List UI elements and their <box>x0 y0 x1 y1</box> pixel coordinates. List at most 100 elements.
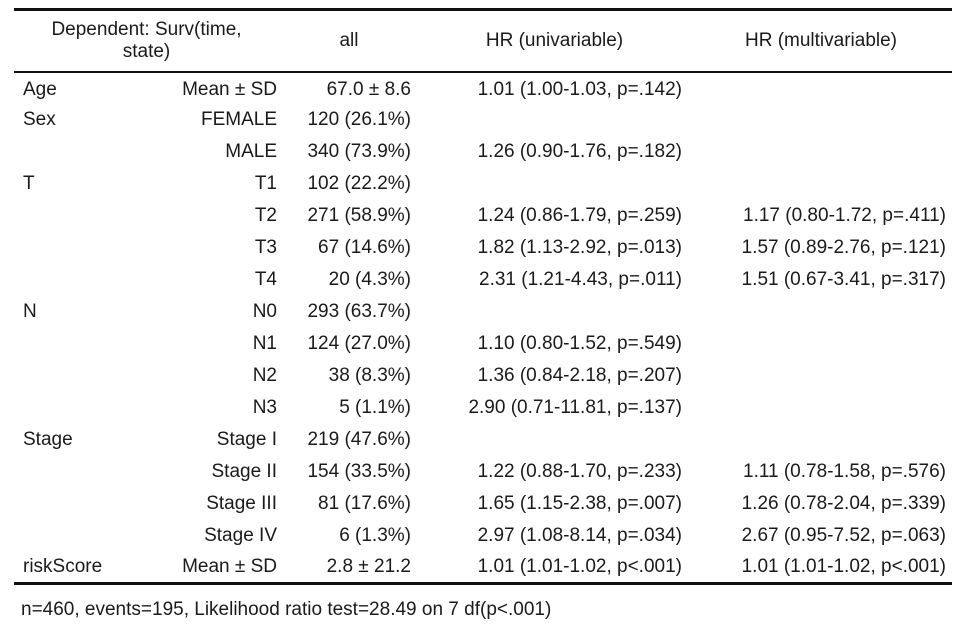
variable-cell: Sex <box>23 108 56 130</box>
variable-cell <box>14 520 115 552</box>
all-cell: 293 (63.7%) <box>307 300 411 322</box>
table-row: Stage II 154 (33.5%) 1.22 (0.88-1.70, p=… <box>14 456 952 488</box>
hr-univariable-header: HR (univariable) <box>485 29 624 51</box>
all-cell: 124 (27.0%) <box>307 332 411 354</box>
level-cell: T3 <box>254 236 277 258</box>
all-cell: 81 (17.6%) <box>318 492 411 514</box>
all-cell: 271 (58.9%) <box>307 204 411 226</box>
all-cell: 2.8 ± 21.2 <box>326 555 411 577</box>
hr-univariable-cell: 1.10 (0.80-1.52, p=.549) <box>477 332 682 354</box>
variable-cell <box>14 328 115 360</box>
table-row: Stage III 81 (17.6%) 1.65 (1.15-2.38, p=… <box>14 488 952 520</box>
table-row: N N0 293 (63.7%) <box>14 296 952 328</box>
hr-multivariable-header: HR (multivariable) <box>744 29 898 51</box>
level-cell: Mean ± SD <box>182 555 277 577</box>
hr-multivariable-cell: 1.51 (0.67-3.41, p=.317) <box>741 268 946 290</box>
hr-univariable-cell <box>419 296 690 328</box>
hr-univariable-cell <box>419 168 690 200</box>
dependent-header-line1: Dependent: Surv(time, <box>51 18 242 40</box>
hazard-ratio-table: Dependent: Surv(time, state) all HR (uni… <box>14 8 952 585</box>
table-row: Sex FEMALE 120 (26.1%) <box>14 104 952 136</box>
table-row: T2 271 (58.9%) 1.24 (0.86-1.79, p=.259) … <box>14 200 952 232</box>
level-cell: Stage III <box>206 492 277 514</box>
variable-cell: T <box>23 172 35 194</box>
level-cell: N3 <box>252 396 277 418</box>
level-cell: N2 <box>252 364 277 386</box>
hr-univariable-cell: 2.90 (0.71-11.81, p=.137) <box>468 396 682 418</box>
all-cell: 219 (47.6%) <box>307 428 411 450</box>
hr-multivariable-cell <box>690 72 952 104</box>
table-row: Age Mean ± SD 67.0 ± 8.6 1.01 (1.00-1.03… <box>14 72 952 104</box>
level-cell: FEMALE <box>200 108 277 130</box>
hr-multivariable-cell <box>690 328 952 360</box>
all-column-header: all <box>339 29 359 51</box>
hr-multivariable-cell <box>690 424 952 456</box>
level-cell: Mean ± SD <box>182 79 277 100</box>
table-row: Stage IV 6 (1.3%) 2.97 (1.08-8.14, p=.03… <box>14 520 952 552</box>
hr-multivariable-cell: 1.11 (0.78-1.58, p=.576) <box>743 460 946 482</box>
variable-cell <box>14 488 115 520</box>
hr-multivariable-cell: 2.67 (0.95-7.52, p=.063) <box>741 524 946 546</box>
all-cell: 20 (4.3%) <box>328 268 411 290</box>
variable-cell <box>14 392 115 424</box>
hr-univariable-cell: 1.01 (1.00-1.03, p=.142) <box>477 79 682 100</box>
level-cell: MALE <box>225 140 277 162</box>
hr-univariable-cell: 1.24 (0.86-1.79, p=.259) <box>477 204 682 226</box>
variable-cell <box>14 456 115 488</box>
all-cell: 67 (14.6%) <box>318 236 411 258</box>
table-row: N2 38 (8.3%) 1.36 (0.84-2.18, p=.207) <box>14 360 952 392</box>
variable-cell <box>14 264 115 296</box>
all-cell: 102 (22.2%) <box>307 172 411 194</box>
variable-cell: Age <box>23 79 57 100</box>
variable-cell <box>14 200 115 232</box>
hr-univariable-cell: 1.82 (1.13-2.92, p=.013) <box>477 236 682 258</box>
all-cell: 340 (73.9%) <box>307 140 411 162</box>
variable-cell <box>14 136 115 168</box>
table-row: T T1 102 (22.2%) <box>14 168 952 200</box>
level-cell: N1 <box>252 332 277 354</box>
level-cell: T2 <box>254 204 277 226</box>
hr-multivariable-cell: 1.26 (0.78-2.04, p=.339) <box>741 492 946 514</box>
all-cell: 154 (33.5%) <box>307 460 411 482</box>
header-row: Dependent: Surv(time, state) all HR (uni… <box>14 9 952 72</box>
hr-univariable-cell: 2.97 (1.08-8.14, p=.034) <box>477 524 682 546</box>
hr-multivariable-cell <box>690 360 952 392</box>
hr-multivariable-cell <box>690 136 952 168</box>
all-cell: 6 (1.3%) <box>339 524 411 546</box>
level-cell: T4 <box>254 268 277 290</box>
table-row: Stage Stage I 219 (47.6%) <box>14 424 952 456</box>
hr-univariable-cell: 1.26 (0.90-1.76, p=.182) <box>477 140 682 162</box>
level-cell: T1 <box>254 172 277 194</box>
all-cell: 120 (26.1%) <box>307 108 411 130</box>
hr-univariable-cell <box>419 424 690 456</box>
table-row: riskScore Mean ± SD 2.8 ± 21.2 1.01 (1.0… <box>14 552 952 584</box>
table-row: MALE 340 (73.9%) 1.26 (0.90-1.76, p=.182… <box>14 136 952 168</box>
level-cell: Stage IV <box>204 524 277 546</box>
hr-multivariable-cell: 1.57 (0.89-2.76, p=.121) <box>741 236 946 258</box>
all-cell: 67.0 ± 8.6 <box>326 79 411 100</box>
table-body: Age Mean ± SD 67.0 ± 8.6 1.01 (1.00-1.03… <box>14 72 952 584</box>
hr-multivariable-cell <box>690 104 952 136</box>
variable-cell: riskScore <box>23 555 103 577</box>
hr-univariable-cell: 1.36 (0.84-2.18, p=.207) <box>477 364 682 386</box>
level-cell: Stage I <box>216 428 277 450</box>
all-cell: 5 (1.1%) <box>339 396 411 418</box>
all-cell: 38 (8.3%) <box>328 364 411 386</box>
hr-univariable-cell: 1.01 (1.01-1.02, p<.001) <box>477 555 682 577</box>
variable-cell: N <box>23 300 37 322</box>
level-cell: Stage II <box>211 460 278 482</box>
table-row: N1 124 (27.0%) 1.10 (0.80-1.52, p=.549) <box>14 328 952 360</box>
dependent-header: Dependent: Surv(time, state) <box>14 10 279 72</box>
hr-univariable-cell: 1.65 (1.15-2.38, p=.007) <box>477 492 682 514</box>
level-cell: N0 <box>252 300 277 322</box>
table-row: T4 20 (4.3%) 2.31 (1.21-4.43, p=.011) 1.… <box>14 264 952 296</box>
dependent-header-line2: state) <box>122 40 171 62</box>
hr-multivariable-cell <box>690 392 952 424</box>
model-footnote: n=460, events=195, Likelihood ratio test… <box>21 599 552 620</box>
variable-cell <box>14 360 115 392</box>
table-header: Dependent: Surv(time, state) all HR (uni… <box>14 9 952 72</box>
hr-multivariable-cell <box>690 296 952 328</box>
hr-multivariable-cell: 1.17 (0.80-1.72, p=.411) <box>743 204 946 226</box>
variable-cell <box>14 232 115 264</box>
